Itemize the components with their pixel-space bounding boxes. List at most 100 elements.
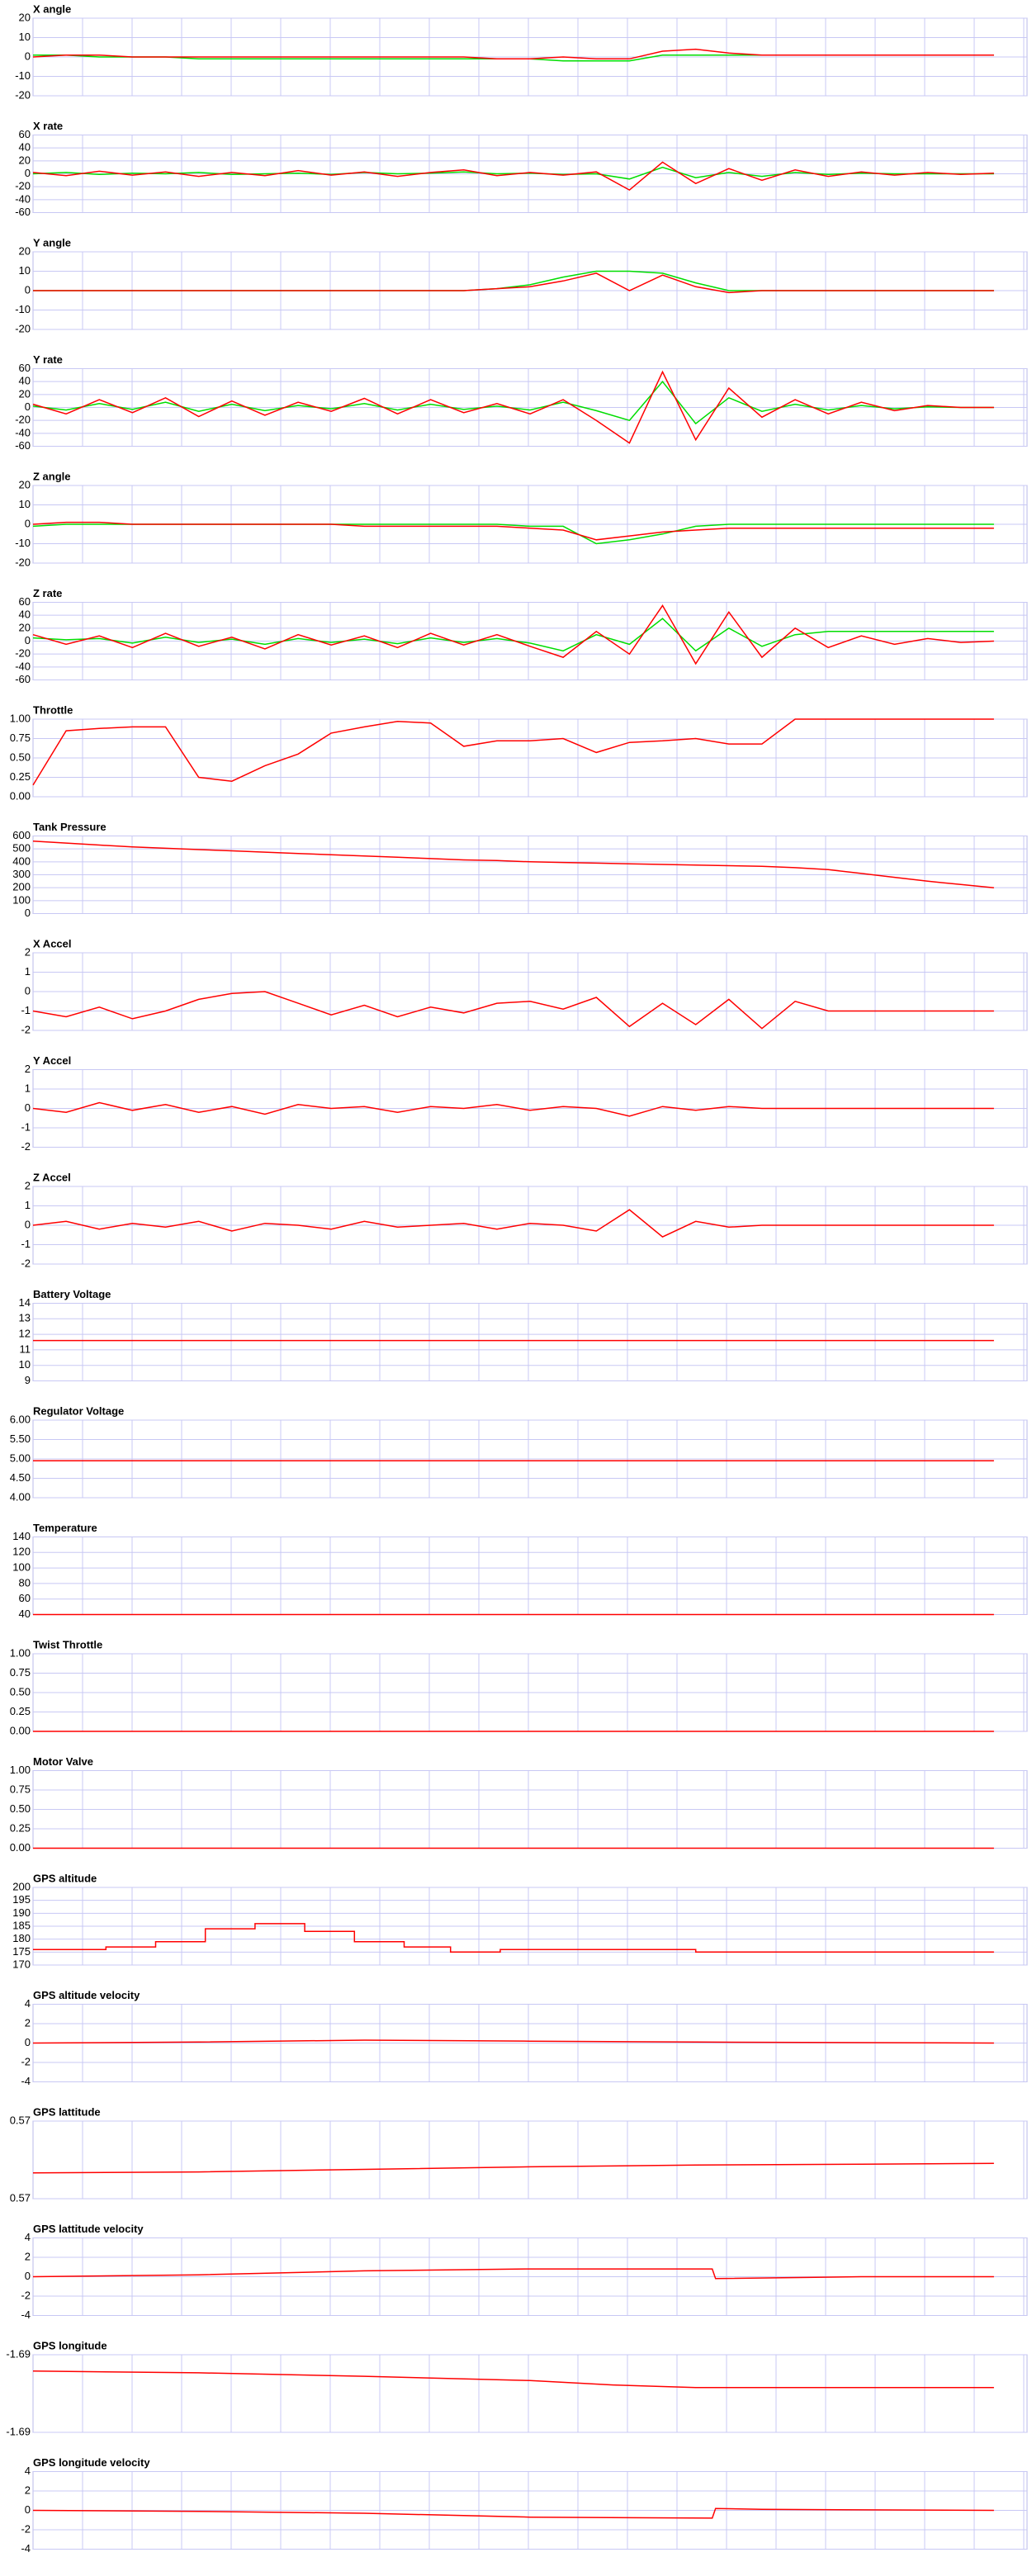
y-tick-label: -20 — [15, 414, 31, 426]
chart-panel: 2 1 0 -1 -2 Y Accel — [21, 1054, 1028, 1153]
y-tick-label: 600 — [12, 829, 31, 841]
y-tick-label: 140 — [12, 1530, 31, 1542]
data-line — [32, 48, 994, 60]
y-tick-label: 0.00 — [10, 1724, 31, 1736]
y-tick-label: 60 — [19, 1592, 31, 1604]
y-tick-label: 1.00 — [10, 712, 31, 724]
y-tick-label: 2 — [25, 2250, 31, 2262]
y-tick-label: 0 — [25, 634, 31, 646]
data-line — [32, 521, 994, 541]
y-tick-label: 60 — [19, 128, 31, 140]
chart-title: Y Accel — [33, 1054, 71, 1067]
y-tick-label: -10 — [15, 69, 31, 82]
chart-title: Z angle — [33, 470, 71, 482]
data-line — [32, 718, 994, 786]
y-tick-label: -4 — [21, 2075, 31, 2087]
chart-title: GPS lattitude velocity — [33, 2223, 144, 2235]
y-tick-label: 0.00 — [10, 1841, 31, 1854]
y-tick-label: 0.50 — [10, 1685, 31, 1698]
chart-title: Y rate — [33, 353, 63, 366]
chart-panel: 1.00 0.75 0.50 0.25 0.00 Motor Valve — [10, 1755, 1028, 1854]
y-tick-label: 60 — [19, 362, 31, 374]
y-tick-label: 300 — [12, 868, 31, 880]
chart-panel: 6.00 5.50 5.00 4.50 4.00 Regulator Voltage — [10, 1404, 1028, 1503]
data-line — [32, 841, 994, 888]
chart-panel: 140 120 100 80 60 40 Temperature — [12, 1522, 1028, 1620]
y-tick-label: 10 — [19, 498, 31, 510]
y-tick-label: 0.75 — [10, 1666, 31, 1679]
y-tick-label: -2 — [21, 1140, 31, 1153]
chart-title: Battery Voltage — [33, 1288, 111, 1300]
y-tick-label: 180 — [12, 1932, 31, 1944]
y-tick-label: 0.00 — [10, 789, 31, 802]
data-line — [32, 2370, 994, 2389]
y-tick-label: -40 — [15, 426, 31, 438]
y-tick-label: 11 — [20, 1342, 31, 1355]
y-tick-label: 10 — [19, 264, 31, 277]
y-tick-label: 0 — [25, 907, 31, 919]
y-tick-label: 400 — [12, 855, 31, 867]
y-tick-label: 12 — [19, 1328, 31, 1340]
y-tick-label: -10 — [15, 537, 31, 549]
chart-panel: 2 1 0 -1 -2 Z Accel — [21, 1171, 1028, 1269]
y-tick-label: -10 — [15, 303, 31, 315]
chart-panel: 1.00 0.75 0.50 0.25 0.00 Twist Throttle — [10, 1638, 1028, 1736]
y-tick-label: 5.00 — [10, 1451, 31, 1464]
y-tick-label: -20 — [15, 647, 31, 660]
y-tick-label: 1 — [25, 1082, 31, 1094]
data-line — [32, 991, 994, 1030]
y-tick-label: 0 — [25, 517, 31, 529]
y-tick-label: 0.25 — [10, 770, 31, 783]
y-tick-label: 40 — [19, 608, 31, 621]
y-tick-label: 0 — [25, 984, 31, 997]
data-line — [32, 161, 994, 192]
chart-title: X Accel — [33, 937, 72, 949]
data-line — [33, 1923, 994, 1953]
y-tick-label: 2 — [25, 1063, 31, 1075]
chart-title: Temperature — [33, 1522, 97, 1534]
data-line — [33, 272, 994, 294]
y-tick-label: 0.57 — [10, 2191, 31, 2204]
y-tick-label: 0 — [25, 2503, 31, 2516]
chart-panel: 14 13 12 11 10 9 Battery Voltage — [19, 1288, 1028, 1386]
y-tick-label: 0 — [25, 2036, 31, 2048]
chart-title: Z rate — [33, 587, 62, 599]
chart-panel: 20 10 0 -10 -20 Z angle — [15, 470, 1028, 568]
y-tick-label: 0.25 — [10, 1705, 31, 1717]
y-tick-label: 120 — [12, 1546, 31, 1558]
y-tick-label: -40 — [15, 192, 31, 205]
y-tick-label: 195 — [12, 1893, 31, 1906]
y-tick-label: 4 — [25, 1997, 31, 2010]
y-tick-label: 2 — [25, 2484, 31, 2496]
y-tick-label: 2 — [25, 2016, 31, 2029]
y-tick-label: 80 — [19, 1576, 31, 1589]
data-line — [32, 604, 994, 665]
data-line — [32, 1101, 994, 1117]
chart-panel: 20 10 0 -10 -20 X angle — [15, 2, 1028, 101]
y-tick-label: 20 — [19, 387, 31, 400]
y-tick-label: 9 — [25, 1374, 31, 1386]
y-tick-label: -1.69 — [6, 2425, 31, 2437]
y-tick-label: 6.00 — [10, 1413, 31, 1425]
y-tick-label: -2 — [21, 2055, 31, 2067]
data-line — [32, 1209, 994, 1238]
y-tick-label: 100 — [12, 893, 31, 906]
y-tick-label: -1 — [21, 1004, 31, 1016]
chart-title: GPS altitude — [33, 1872, 97, 1884]
y-tick-label: 0.57 — [10, 2114, 31, 2126]
y-tick-label: -2 — [21, 1023, 31, 1035]
chart-title: Motor Valve — [33, 1755, 93, 1768]
y-tick-label: -1 — [21, 1120, 31, 1133]
y-tick-label: 1 — [25, 965, 31, 978]
y-tick-label: 0 — [25, 1101, 31, 1114]
y-tick-label: 1 — [25, 1199, 31, 1211]
data-line — [32, 2507, 994, 2519]
y-tick-label: 190 — [12, 1906, 31, 1919]
y-tick-label: 185 — [12, 1919, 31, 1931]
y-tick-label: 40 — [19, 375, 31, 387]
plot-area — [32, 2120, 1028, 2200]
chart-title: GPS longitude — [33, 2339, 107, 2351]
y-tick-label: 0 — [25, 167, 31, 179]
